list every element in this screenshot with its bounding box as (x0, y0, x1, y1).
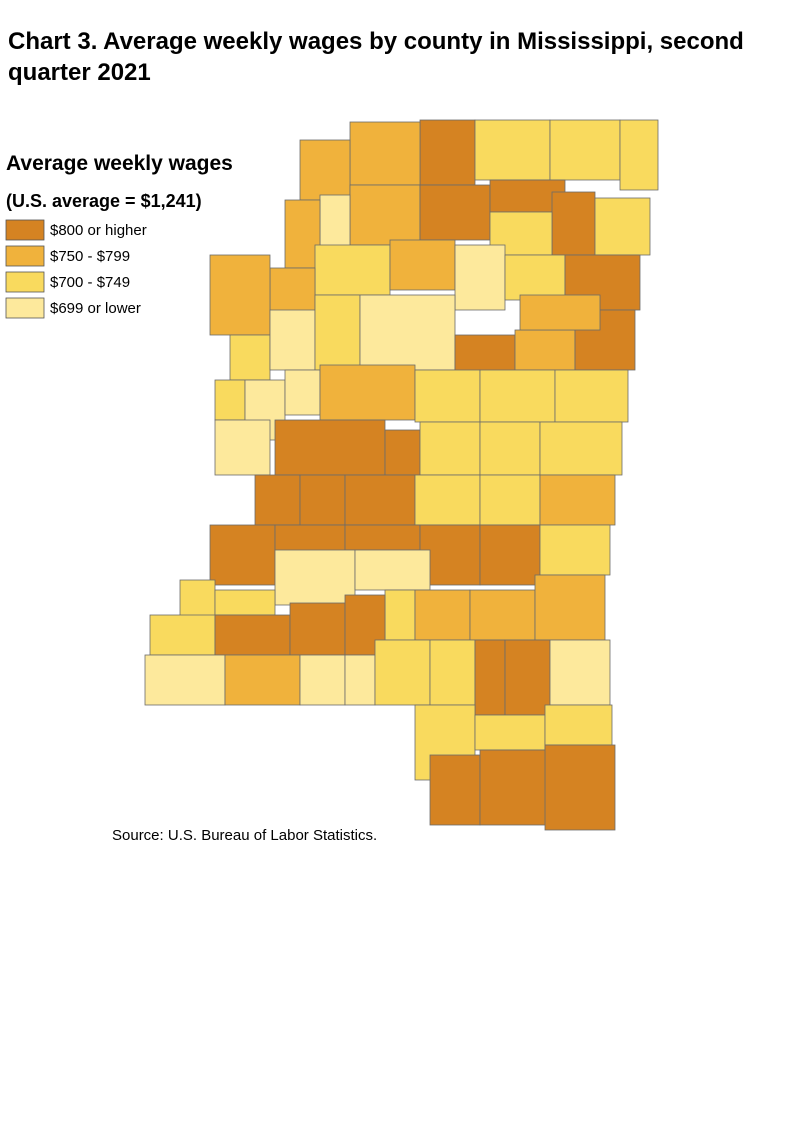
county (419, 421, 481, 476)
title: Chart 3. Average weekly wages by county … (8, 28, 744, 86)
county (389, 239, 456, 291)
county (504, 254, 566, 301)
county (214, 589, 276, 616)
county (224, 654, 301, 706)
county (454, 244, 506, 311)
county (479, 474, 541, 526)
county (289, 602, 346, 656)
legend-label: $800 or higher (50, 222, 147, 239)
county (429, 754, 481, 826)
county (419, 184, 491, 241)
county (274, 549, 356, 606)
county (314, 244, 391, 296)
county (349, 121, 421, 186)
county (539, 474, 616, 526)
county (314, 294, 361, 371)
county (354, 549, 431, 591)
county (214, 614, 291, 656)
county (384, 429, 421, 476)
county (414, 474, 481, 526)
county (619, 119, 659, 191)
legend-label: $699 or lower (50, 300, 141, 317)
county (534, 574, 606, 641)
county (254, 474, 301, 526)
county (214, 379, 246, 421)
county (349, 184, 421, 246)
county (214, 419, 271, 476)
legend-swatch (5, 219, 45, 241)
county (384, 589, 416, 641)
county (149, 614, 216, 656)
county (554, 369, 629, 423)
county (209, 254, 271, 336)
county (374, 639, 431, 706)
county (144, 654, 226, 706)
county (209, 524, 276, 586)
county (299, 474, 346, 526)
county (344, 654, 376, 706)
county (269, 309, 316, 371)
legend-swatch (5, 245, 45, 267)
county (414, 589, 471, 641)
county (284, 199, 321, 269)
county (359, 294, 456, 371)
county (474, 119, 551, 181)
county (479, 369, 556, 423)
county (414, 369, 481, 423)
legend-subtitle: (U.S. average = $1,241) (6, 191, 202, 211)
county (299, 139, 351, 201)
county (504, 639, 551, 716)
county (469, 589, 536, 641)
counties (144, 119, 659, 831)
county (551, 191, 596, 256)
county (344, 474, 416, 526)
county (544, 704, 613, 746)
county (519, 294, 601, 331)
county (319, 364, 416, 421)
county (544, 744, 616, 831)
county (479, 749, 556, 826)
county (549, 119, 621, 181)
county (274, 419, 386, 476)
legend-swatch (5, 271, 45, 293)
legend: $800 or higher $750 - $799 $700 - $749 $699… (5, 219, 147, 319)
county (594, 197, 651, 256)
county (299, 654, 346, 706)
county (479, 524, 541, 586)
county (474, 639, 506, 716)
county (229, 334, 271, 381)
county (419, 119, 476, 186)
county (474, 714, 546, 751)
legend-label: $750 - $799 (50, 248, 130, 265)
source: Source: U.S. Bureau of Labor Statistics. (112, 827, 378, 844)
county (284, 369, 321, 416)
legend-swatch (5, 297, 45, 319)
county (344, 524, 421, 551)
county (429, 639, 476, 706)
legend-title: Average weekly wages (6, 152, 233, 175)
county (549, 639, 611, 706)
legend-label: $700 - $749 (50, 274, 130, 291)
county (539, 421, 623, 476)
county (514, 329, 576, 371)
county (539, 524, 611, 576)
county (479, 421, 541, 476)
